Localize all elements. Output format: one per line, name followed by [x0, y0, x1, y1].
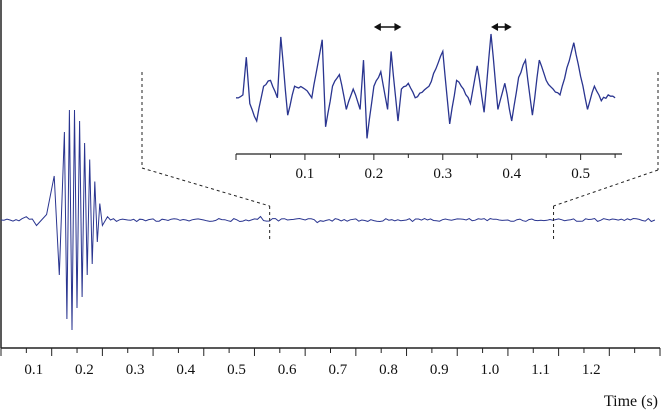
main-x-tick-label: 1.2 [582, 362, 601, 378]
main-x-tick-label: 0.1 [24, 362, 43, 378]
inset-x-tick-label: 0.3 [433, 166, 452, 182]
zoom-connectors [141, 72, 659, 240]
inset-ticks [235, 154, 616, 160]
main-x-tick-label: 0.2 [75, 362, 94, 378]
inset-chart: 0.1 0.2 0.3 0.4 0.5 [235, 23, 622, 182]
main-x-tick-label: 0.6 [278, 362, 297, 378]
inset-x-tick-label: 0.2 [364, 166, 383, 182]
main-signal-trace [0, 109, 656, 331]
inset-annotations [373, 23, 512, 31]
double-arrow-annotation [373, 23, 402, 31]
inset-tick-labels: 0.1 0.2 0.3 0.4 0.5 [296, 166, 590, 182]
main-x-axis-label: Time (s) [604, 393, 658, 410]
zoom-right-connector [553, 169, 659, 207]
inset-x-tick-label: 0.5 [571, 166, 590, 182]
main-ticks [0, 348, 661, 356]
main-x-tick-label: 0.4 [176, 362, 195, 378]
main-x-tick-label: 0.8 [379, 362, 398, 378]
main-x-tick-label: 1.1 [531, 362, 550, 378]
inset-x-tick-label: 0.1 [296, 166, 315, 182]
main-x-tick-label: 0.7 [328, 362, 347, 378]
double-arrow-annotation [491, 23, 512, 31]
main-x-tick-label: 0.3 [126, 362, 145, 378]
main-x-tick-label: 0.9 [430, 362, 449, 378]
main-x-tick-label: 0.5 [227, 362, 246, 378]
zoom-left-connector [141, 167, 270, 207]
main-tick-labels: 0.1 0.2 0.3 0.4 0.5 0.6 0.7 0.8 0.9 1.0 1.1 1.2 [24, 362, 600, 378]
inset-x-tick-label: 0.4 [502, 166, 521, 182]
inset-signal-trace [235, 33, 616, 139]
main-x-tick-label: 1.0 [481, 362, 500, 378]
